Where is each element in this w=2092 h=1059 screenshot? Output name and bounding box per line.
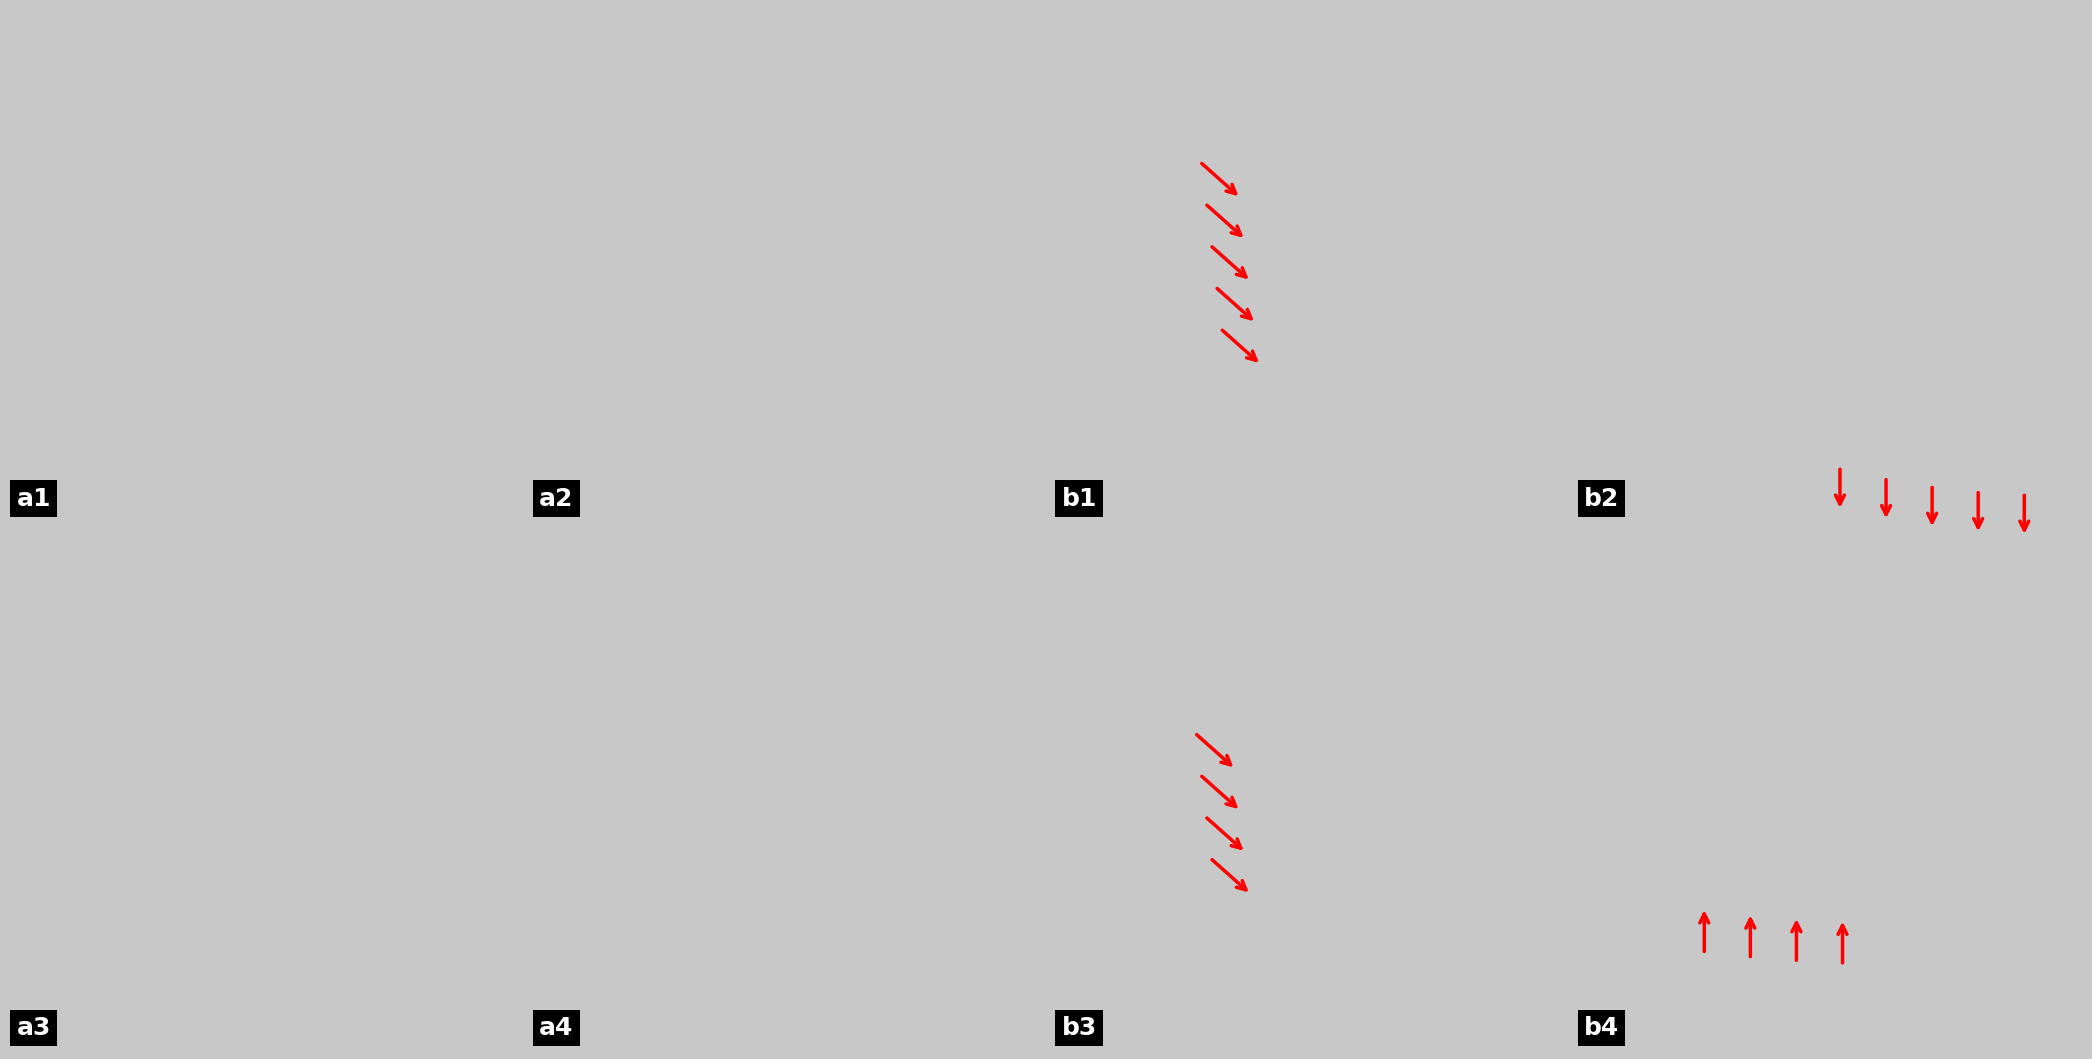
Text: b2: b2 [1584, 487, 1619, 510]
Text: a3: a3 [17, 1017, 50, 1040]
Text: a2: a2 [540, 487, 573, 510]
Text: b4: b4 [1584, 1017, 1619, 1040]
Text: b1: b1 [1061, 487, 1096, 510]
Text: a1: a1 [17, 487, 50, 510]
Text: a4: a4 [540, 1017, 573, 1040]
Text: b3: b3 [1061, 1017, 1096, 1040]
